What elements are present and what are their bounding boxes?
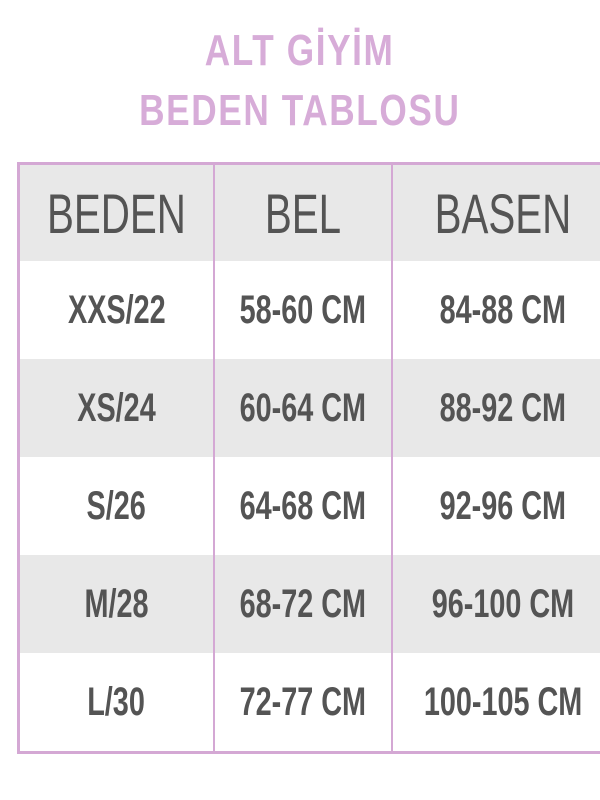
cell-size: S/26 [17,457,215,555]
cell-waist: 68-72 CM [212,555,393,653]
cell-text: 72-77 CM [239,679,366,724]
cell-text: 100-105 CM [423,679,582,724]
cell-waist: 64-68 CM [212,457,393,555]
cell-hip: 96-100 CM [390,555,600,653]
cell-size: M/28 [17,555,215,653]
title-text: BEDEN TABLOSU [139,86,461,135]
header-row: BEDEN BEL BASEN [17,163,600,261]
cell-text: XXS/22 [67,287,166,332]
cell-hip: 92-96 CM [390,457,600,555]
title-line-2: BEDEN TABLOSU [0,86,600,136]
table-row: XS/24 60-64 CM 88-92 CM [17,359,600,457]
cell-hip: 88-92 CM [390,359,600,457]
table-row: XXS/22 58-60 CM 84-88 CM [17,261,600,359]
cell-text: 92-96 CM [439,483,566,528]
cell-size: L/30 [17,653,215,753]
cell-text: 84-88 CM [439,287,566,332]
title-line-1: ALT GİYİM [0,26,600,76]
cell-text: 96-100 CM [431,581,574,626]
cell-text: M/28 [84,581,149,626]
table-row: M/28 68-72 CM 96-100 CM [17,555,600,653]
table-row: S/26 64-68 CM 92-96 CM [17,457,600,555]
cell-text: 64-68 CM [239,483,366,528]
header-beden: BEDEN [17,163,215,261]
size-table: BEDEN BEL BASEN XXS/22 58-60 CM 84-88 CM… [17,162,600,754]
cell-waist: 72-77 CM [212,653,393,753]
table-row: L/30 72-77 CM 100-105 CM [17,653,600,753]
cell-text: 60-64 CM [239,385,366,430]
cell-hip: 84-88 CM [390,261,600,359]
cell-waist: 60-64 CM [212,359,393,457]
cell-text: 58-60 CM [239,287,366,332]
cell-hip: 100-105 CM [390,653,600,753]
title-text: ALT GİYİM [205,26,395,75]
cell-text: L/30 [87,679,146,724]
cell-text: 88-92 CM [439,385,566,430]
cell-text: XS/24 [77,385,156,430]
header-basen: BASEN [390,163,600,261]
cell-text: BEDEN [47,181,186,245]
cell-text: 68-72 CM [239,581,366,626]
cell-size: XS/24 [17,359,215,457]
header-bel: BEL [212,163,393,261]
cell-size: XXS/22 [17,261,215,359]
cell-text: BASEN [434,181,571,245]
cell-text: BEL [264,181,341,245]
cell-text: S/26 [86,483,147,528]
cell-waist: 58-60 CM [212,261,393,359]
